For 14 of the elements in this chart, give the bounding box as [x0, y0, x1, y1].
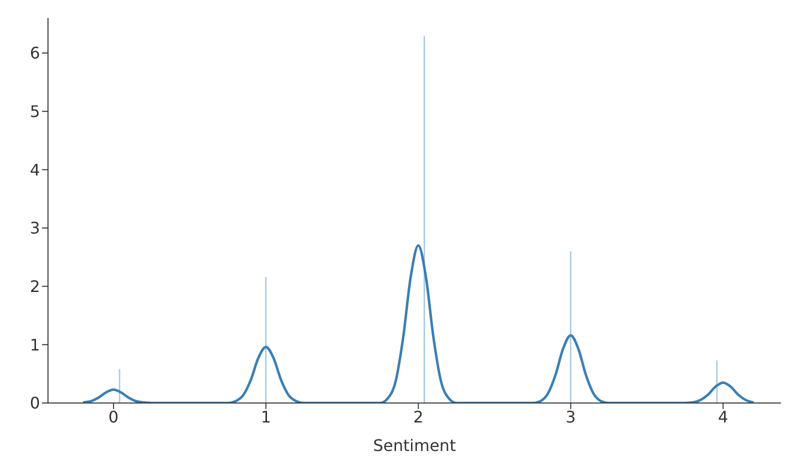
x-tick-label: 3 — [566, 407, 576, 426]
y-tick-label: 1 — [30, 335, 40, 354]
line-series — [82, 244, 755, 403]
x-tick-label: 0 — [108, 407, 119, 426]
x-axis-title: Sentiment — [373, 436, 456, 455]
y-tick-label: 4 — [30, 160, 40, 180]
y-tick-label: 3 — [30, 218, 40, 238]
y-tick-label: 0 — [30, 394, 40, 413]
y-tick-label: 5 — [30, 102, 40, 122]
x-tick-label: 4 — [718, 407, 728, 426]
y-tick-label: 2 — [30, 277, 40, 296]
x-tick-label: 2 — [413, 407, 424, 426]
y-tick-label: 6 — [30, 44, 40, 63]
x-tick-label: 1 — [260, 407, 272, 426]
